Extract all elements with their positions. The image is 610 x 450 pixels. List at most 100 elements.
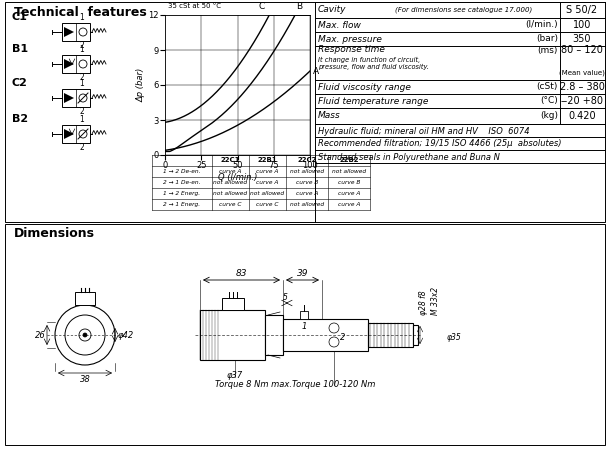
Text: 1 → 2 Energ.: 1 → 2 Energ.: [163, 191, 201, 196]
Text: 2: 2: [79, 144, 84, 153]
Text: (For dimensions see catalogue 17.000): (For dimensions see catalogue 17.000): [395, 7, 533, 14]
Text: φ37: φ37: [227, 371, 243, 380]
Text: 1: 1: [301, 322, 307, 331]
Text: 100: 100: [573, 20, 591, 30]
Text: S 50/2: S 50/2: [567, 5, 598, 15]
Text: 35 cSt at 50 °C: 35 cSt at 50 °C: [168, 3, 221, 9]
Text: (l/min.): (l/min.): [525, 21, 558, 30]
Circle shape: [329, 323, 339, 333]
Text: 1: 1: [79, 80, 84, 89]
Text: 39: 39: [296, 269, 308, 278]
Text: 22C1: 22C1: [221, 158, 240, 163]
Text: 1 → 2 De-en.: 1 → 2 De-en.: [163, 169, 201, 174]
Text: φ35: φ35: [447, 333, 462, 342]
Text: 2: 2: [340, 333, 345, 342]
Text: curve C: curve C: [256, 202, 279, 207]
Text: 350: 350: [573, 34, 591, 44]
Text: (bar): (bar): [536, 35, 558, 44]
Text: 22B2: 22B2: [339, 158, 359, 163]
Text: φ28 f8: φ28 f8: [418, 290, 428, 315]
Text: (ms): (ms): [537, 45, 558, 54]
Bar: [221, 298, 243, 310]
Text: not allowed: not allowed: [290, 169, 324, 174]
Text: (Mean value): (Mean value): [559, 70, 605, 76]
Circle shape: [79, 130, 87, 138]
Polygon shape: [64, 93, 74, 103]
Text: Hydraulic fluid; mineral oil HM and HV    ISO  6074: Hydraulic fluid; mineral oil HM and HV I…: [318, 126, 529, 135]
Bar: [300, 311, 308, 319]
Text: 2.8 – 380: 2.8 – 380: [559, 82, 605, 92]
Circle shape: [79, 28, 87, 36]
Bar: [5, 2, 605, 222]
Bar: [283, 319, 368, 351]
Bar: [62, 55, 90, 73]
Circle shape: [83, 333, 87, 337]
Circle shape: [329, 337, 339, 347]
Text: B1: B1: [12, 44, 28, 54]
Text: 2 → 1 De-en.: 2 → 1 De-en.: [163, 180, 201, 185]
Text: not allowed: not allowed: [332, 169, 366, 174]
X-axis label: Q (l/min.): Q (l/min.): [218, 173, 257, 182]
Text: 22C2: 22C2: [297, 158, 317, 163]
Text: C2: C2: [12, 78, 28, 88]
Text: curve A: curve A: [256, 180, 279, 185]
Text: 2 → 1 Energ.: 2 → 1 Energ.: [163, 202, 201, 207]
Text: C: C: [259, 2, 265, 11]
Text: Standard seals in Polyurethane and Buna N: Standard seals in Polyurethane and Buna …: [318, 153, 500, 162]
Text: 80 – 120: 80 – 120: [561, 45, 603, 55]
Circle shape: [55, 305, 115, 365]
Text: It change in function of circuit,: It change in function of circuit,: [318, 57, 420, 63]
Circle shape: [79, 60, 87, 68]
Text: B2: B2: [12, 114, 28, 124]
Text: 2: 2: [79, 108, 84, 117]
Text: 0.420: 0.420: [568, 111, 596, 121]
Text: 5: 5: [283, 293, 288, 302]
Polygon shape: [64, 27, 74, 37]
Text: (kg): (kg): [540, 112, 558, 121]
Polygon shape: [64, 59, 74, 69]
Text: Mass: Mass: [318, 112, 341, 121]
Polygon shape: [64, 129, 74, 139]
Text: curve B: curve B: [296, 180, 318, 185]
Circle shape: [65, 315, 105, 355]
Text: M 33x2: M 33x2: [431, 287, 439, 315]
Text: not allowed: not allowed: [214, 180, 248, 185]
Text: curve A: curve A: [256, 169, 279, 174]
Text: Fluid viscosity range: Fluid viscosity range: [318, 82, 411, 91]
Text: ‒20 +80: ‒20 +80: [561, 96, 603, 106]
Text: 1: 1: [79, 14, 84, 22]
Bar: [368, 323, 413, 347]
Text: curve C: curve C: [219, 202, 242, 207]
Text: Technical  features: Technical features: [14, 6, 147, 19]
Bar: [5, 224, 605, 445]
Text: C1: C1: [12, 12, 28, 22]
Text: 1: 1: [79, 116, 84, 125]
Text: Cavity: Cavity: [318, 5, 346, 14]
Text: not allowed: not allowed: [251, 191, 284, 196]
Text: 1: 1: [79, 45, 84, 54]
Text: curve A: curve A: [296, 191, 318, 196]
Text: Dimensions: Dimensions: [14, 227, 95, 240]
Text: curve A: curve A: [338, 202, 360, 207]
Text: (°C): (°C): [540, 96, 558, 105]
Text: Recommended filtration; 19/15 ISO 4466 (25μ  absolutes): Recommended filtration; 19/15 ISO 4466 (…: [318, 140, 561, 148]
Text: Torque 8 Nm max.: Torque 8 Nm max.: [215, 380, 292, 389]
Circle shape: [79, 329, 91, 341]
Text: Max. pressure: Max. pressure: [318, 35, 382, 44]
Text: (cSt): (cSt): [537, 82, 558, 91]
Text: 2: 2: [79, 41, 84, 50]
Text: 26: 26: [35, 330, 45, 339]
Circle shape: [79, 94, 87, 102]
Text: B: B: [296, 2, 303, 11]
Text: not allowed: not allowed: [214, 191, 248, 196]
Text: pressure, flow and fluid viscosity.: pressure, flow and fluid viscosity.: [318, 64, 429, 70]
Text: not allowed: not allowed: [290, 202, 324, 207]
Text: curve A: curve A: [220, 169, 242, 174]
Text: φ42: φ42: [118, 330, 134, 339]
Bar: [75, 292, 95, 305]
Text: 83: 83: [235, 269, 247, 278]
Text: 2: 2: [79, 73, 84, 82]
Bar: [413, 325, 418, 345]
Text: curve A: curve A: [338, 191, 360, 196]
Bar: [200, 310, 265, 360]
